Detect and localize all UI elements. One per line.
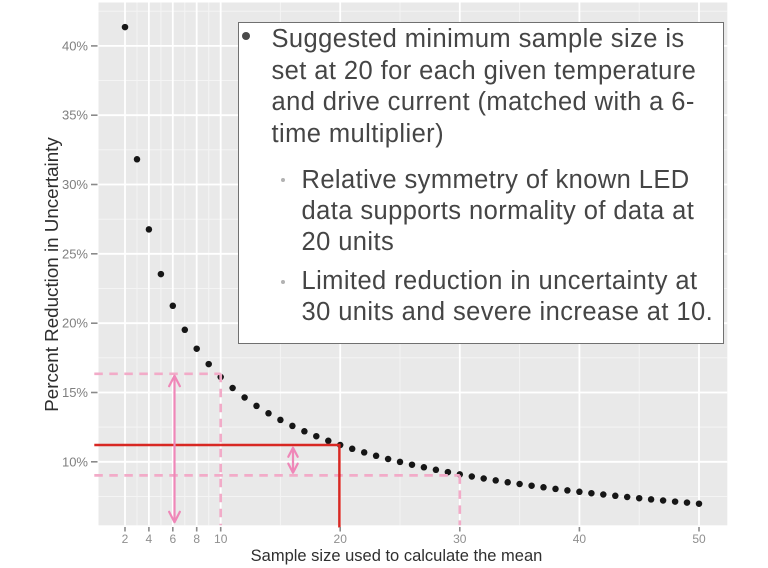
- svg-text:25%: 25%: [62, 246, 88, 261]
- svg-text:Percent Reduction in Uncertain: Percent Reduction in Uncertainty: [41, 137, 62, 412]
- svg-text:20%: 20%: [62, 316, 88, 331]
- svg-text:40: 40: [573, 532, 587, 546]
- svg-text:35%: 35%: [62, 108, 88, 123]
- svg-text:50: 50: [692, 532, 706, 546]
- svg-text:2: 2: [122, 532, 129, 546]
- svg-text:10: 10: [214, 532, 228, 546]
- svg-text:6: 6: [169, 532, 176, 546]
- svg-text:10%: 10%: [62, 454, 88, 469]
- svg-text:40%: 40%: [62, 38, 88, 53]
- svg-text:4: 4: [146, 532, 153, 546]
- svg-text:20: 20: [334, 532, 348, 546]
- svg-text:Sample size used to calculate: Sample size used to calculate the mean: [251, 547, 543, 565]
- svg-text:30: 30: [453, 532, 467, 546]
- svg-text:8: 8: [193, 532, 200, 546]
- svg-text:15%: 15%: [62, 385, 88, 400]
- svg-text:30%: 30%: [62, 177, 88, 192]
